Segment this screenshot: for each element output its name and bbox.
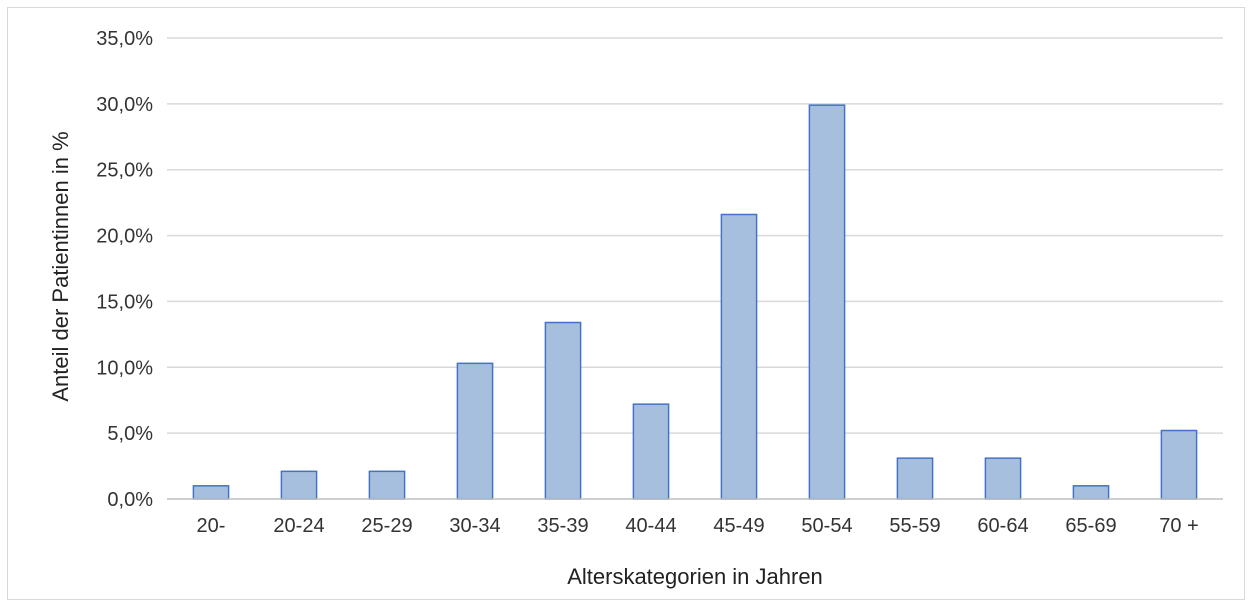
- bar-55-59: [896, 457, 934, 500]
- x-tick-label: 35-39: [537, 515, 588, 537]
- x-tick-label: 60-64: [977, 515, 1028, 537]
- x-tick-label: 20-: [197, 515, 226, 537]
- y-tick-label: 20,0%: [96, 226, 153, 248]
- bar-30-34: [456, 362, 494, 500]
- x-tick-label: 25-29: [361, 515, 412, 537]
- x-axis-ticks: 20- 20-24 25-29 30-34 35-39 40-44 45-49 50-54 55…: [197, 515, 1199, 537]
- bar-50-54: [808, 104, 846, 500]
- bar-65-69: [1072, 485, 1110, 500]
- y-tick-label: 0,0%: [107, 489, 153, 511]
- y-axis-title: Anteil der Patientinnen in %: [48, 131, 73, 401]
- x-tick-label: 40-44: [625, 515, 676, 537]
- bar-20-: [192, 485, 230, 500]
- chart-frame: [7, 7, 1245, 600]
- bar-35-39: [544, 321, 582, 500]
- bar-70+: [1160, 429, 1198, 500]
- x-tick-label: 70 +: [1159, 515, 1198, 537]
- y-tick-label: 10,0%: [96, 357, 153, 379]
- x-tick-label: 20-24: [273, 515, 324, 537]
- y-tick-label: 15,0%: [96, 291, 153, 313]
- x-axis-title: Alterskategorien in Jahren: [567, 564, 823, 589]
- x-tick-label: 30-34: [449, 515, 500, 537]
- bar-45-49: [720, 213, 758, 500]
- y-tick-label: 5,0%: [107, 423, 153, 445]
- y-axis-ticks: 0,0% 5,0% 10,0% 15,0% 20,0% 25,0% 30,0% 35,0%: [96, 28, 153, 511]
- y-tick-label: 25,0%: [96, 160, 153, 182]
- y-tick-label: 30,0%: [96, 94, 153, 116]
- x-tick-label: 65-69: [1065, 515, 1116, 537]
- x-tick-label: 45-49: [713, 515, 764, 537]
- x-tick-label: 50-54: [801, 515, 852, 537]
- bar-60-64: [984, 457, 1022, 500]
- bar-20-24: [280, 470, 318, 500]
- bar-25-29: [368, 470, 406, 500]
- bar-40-44: [632, 403, 670, 500]
- gridlines: [167, 37, 1223, 434]
- x-tick-label: 55-59: [889, 515, 940, 537]
- y-tick-label: 35,0%: [96, 28, 153, 50]
